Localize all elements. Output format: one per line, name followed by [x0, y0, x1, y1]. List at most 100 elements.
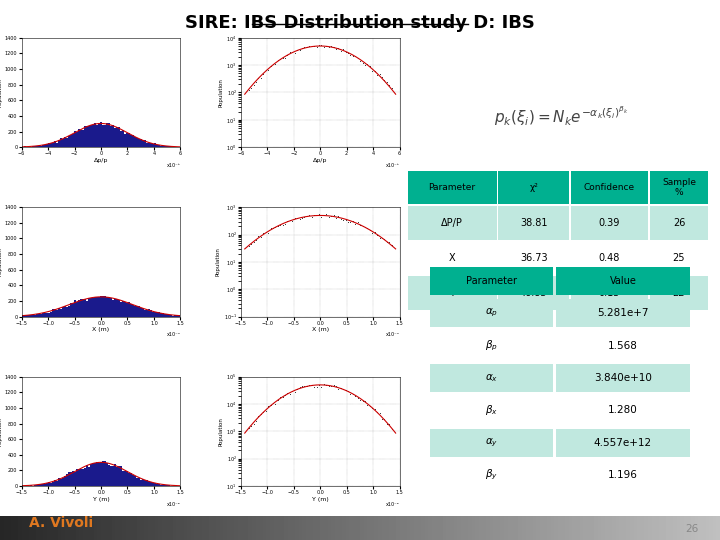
Y-axis label: Population: Population: [0, 78, 2, 107]
Point: [318, 379, 330, 388]
Point: [330, 214, 342, 223]
Bar: [124, 134, 126, 147]
Point: [269, 59, 281, 68]
Point: [292, 384, 303, 393]
Text: Confidence: Confidence: [584, 183, 635, 192]
Point: [301, 43, 312, 52]
Point: [349, 219, 361, 228]
Bar: [82, 130, 84, 147]
FancyBboxPatch shape: [556, 332, 690, 360]
Bar: [102, 125, 104, 147]
Point: [354, 220, 366, 229]
Bar: [74, 300, 76, 316]
Point: [357, 58, 369, 67]
Bar: [76, 132, 78, 147]
Bar: [44, 484, 46, 486]
Point: [311, 43, 323, 52]
FancyBboxPatch shape: [556, 299, 690, 327]
Bar: [60, 478, 62, 486]
Bar: [136, 138, 138, 147]
Bar: [36, 146, 37, 147]
Point: [258, 70, 269, 78]
Point: [299, 43, 310, 52]
Bar: [55, 143, 58, 147]
Point: [306, 380, 318, 389]
FancyBboxPatch shape: [498, 171, 570, 205]
Point: [284, 48, 296, 57]
Bar: [108, 123, 110, 147]
Text: Parameter: Parameter: [428, 183, 476, 192]
Point: [284, 215, 296, 224]
FancyBboxPatch shape: [408, 276, 497, 310]
Bar: [118, 300, 120, 316]
Bar: [138, 478, 140, 486]
Bar: [27, 146, 30, 147]
Bar: [40, 314, 42, 316]
Bar: [134, 137, 136, 147]
X-axis label: Y (m): Y (m): [312, 497, 328, 502]
Bar: [152, 483, 154, 486]
Text: $\alpha_y$: $\alpha_y$: [485, 437, 498, 449]
Y-axis label: Population: Population: [219, 78, 224, 107]
FancyBboxPatch shape: [556, 429, 690, 457]
Point: [325, 382, 337, 390]
Bar: [106, 297, 108, 316]
Point: [294, 382, 305, 391]
Bar: [50, 143, 52, 147]
Bar: [62, 307, 64, 316]
Point: [342, 386, 354, 395]
Bar: [162, 484, 164, 486]
Point: [246, 84, 257, 92]
Point: [311, 210, 323, 219]
Point: [340, 386, 351, 394]
Point: [262, 229, 274, 238]
Point: [372, 71, 383, 79]
Bar: [134, 306, 136, 316]
Bar: [72, 134, 74, 147]
Point: [320, 210, 332, 219]
Bar: [171, 314, 172, 316]
Bar: [60, 309, 62, 316]
X-axis label: X (m): X (m): [92, 327, 109, 332]
Bar: [166, 485, 168, 486]
Point: [342, 49, 354, 58]
Text: $\alpha_p$: $\alpha_p$: [485, 307, 498, 319]
FancyBboxPatch shape: [430, 299, 553, 327]
Bar: [82, 469, 84, 486]
Bar: [164, 484, 166, 486]
Point: [377, 233, 388, 242]
Bar: [80, 130, 82, 147]
Bar: [76, 302, 78, 316]
Point: [374, 70, 385, 79]
Point: [287, 386, 298, 395]
Text: x10⁻³: x10⁻³: [166, 163, 181, 168]
Bar: [86, 301, 88, 316]
Point: [335, 214, 346, 223]
Y-axis label: Population: Population: [0, 247, 2, 276]
Point: [354, 396, 366, 404]
Bar: [64, 306, 66, 316]
Text: 1.568: 1.568: [608, 341, 638, 350]
Bar: [48, 144, 50, 147]
Text: x10⁻⁴: x10⁻⁴: [386, 332, 400, 338]
Bar: [92, 298, 94, 316]
FancyBboxPatch shape: [430, 364, 553, 392]
Point: [311, 382, 323, 391]
Bar: [48, 482, 50, 486]
Bar: [156, 145, 158, 147]
Bar: [36, 484, 37, 486]
Text: 4.557e+12: 4.557e+12: [594, 438, 652, 448]
X-axis label: Δp/p: Δp/p: [313, 158, 328, 163]
Bar: [44, 313, 46, 316]
Point: [349, 392, 361, 400]
Point: [328, 43, 339, 51]
Bar: [174, 315, 176, 316]
Bar: [162, 313, 164, 316]
Bar: [55, 309, 58, 316]
Point: [369, 227, 380, 236]
Bar: [86, 465, 88, 486]
Point: [381, 238, 392, 247]
Bar: [88, 298, 90, 316]
Bar: [66, 475, 68, 486]
Bar: [171, 146, 172, 147]
